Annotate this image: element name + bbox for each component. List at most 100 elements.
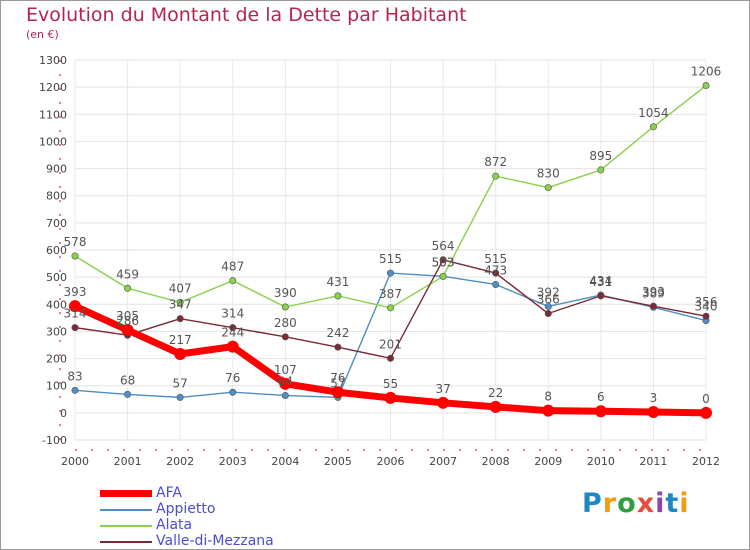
data-label: 515 (484, 252, 507, 266)
data-label: 387 (379, 287, 402, 301)
data-point (71, 386, 79, 394)
data-label: 68 (120, 373, 135, 387)
data-label: 407 (169, 281, 192, 295)
data-point (71, 324, 79, 332)
data-label: 872 (484, 155, 507, 169)
data-label: 515 (379, 252, 402, 266)
data-point (176, 315, 184, 323)
series-lines (69, 82, 712, 419)
legend-swatch (100, 509, 152, 511)
x-tick-label: 2003 (219, 455, 247, 468)
data-label: 431 (589, 275, 612, 289)
data-point (229, 324, 237, 332)
x-tick-label: 2005 (324, 455, 352, 468)
x-tick-label: 2002 (166, 455, 194, 468)
data-point (544, 310, 552, 318)
data-point (176, 298, 184, 306)
y-tick-label: 400 (46, 298, 67, 311)
data-label: 473 (484, 263, 507, 277)
data-label: 564 (432, 239, 455, 253)
data-point (229, 277, 237, 285)
data-label: 389 (642, 286, 665, 300)
y-tick-label: 600 (46, 244, 67, 257)
data-label: 286 (116, 314, 139, 328)
data-label: 895 (589, 149, 612, 163)
data-label: 57 (330, 376, 345, 390)
data-label: 201 (379, 337, 402, 351)
data-label: 503 (432, 255, 455, 269)
data-label: 55 (383, 377, 398, 391)
x-tick-label: 2007 (429, 455, 457, 468)
data-label: 0 (702, 392, 710, 406)
data-label: 280 (274, 316, 297, 330)
chart-title: Evolution du Montant de la Dette par Hab… (26, 4, 467, 26)
chart-unit: (en €) (26, 28, 59, 41)
data-label: 244 (221, 326, 244, 340)
legend-label: Alata (156, 517, 193, 533)
data-point (386, 269, 394, 277)
data-label: 347 (169, 298, 192, 312)
data-label: 8 (544, 390, 552, 404)
data-label: 83 (67, 369, 82, 383)
data-point (226, 340, 239, 353)
data-point (384, 391, 397, 404)
data-point (69, 300, 81, 313)
data-label: 1206 (691, 65, 722, 79)
data-point (597, 292, 605, 300)
data-label: 3 (650, 391, 658, 405)
data-point (281, 333, 289, 341)
x-tick-label: 2010 (587, 455, 615, 468)
data-label: 57 (173, 376, 188, 390)
data-label: 392 (537, 285, 560, 299)
x-tick-label: 2011 (639, 455, 667, 468)
data-label: 503 (432, 255, 455, 269)
data-point (386, 354, 394, 362)
data-point (544, 184, 552, 192)
data-point (597, 166, 605, 174)
y-tick-label: 700 (46, 217, 67, 230)
y-tick-label: 1200 (39, 81, 67, 94)
data-label: 1054 (638, 106, 669, 120)
data-label: 107 (274, 363, 297, 377)
data-point (331, 386, 344, 399)
axes: -100 0 100 200 300 400 500 600 700 800 900 1000 1100… (39, 54, 720, 468)
data-label: 22 (488, 386, 503, 400)
data-point (492, 172, 500, 180)
data-point (439, 256, 447, 264)
y-tick-label: -100 (42, 434, 67, 447)
data-label: 356 (695, 295, 718, 309)
data-point (647, 406, 660, 419)
y-tick-label: 100 (46, 380, 67, 393)
data-point (281, 303, 289, 311)
x-tick-label: 2009 (534, 455, 562, 468)
x-tick-label: 2000 (61, 455, 89, 468)
legend-swatch (100, 490, 152, 497)
x-tick-label: 2001 (114, 455, 142, 468)
data-point (176, 393, 184, 401)
data-label: 434 (589, 274, 612, 288)
data-point (542, 404, 555, 417)
data-point (544, 302, 552, 310)
data-label: 314 (221, 307, 244, 321)
y-tick-label: 0 (60, 407, 67, 420)
data-point (492, 269, 500, 277)
x-tick-label: 2008 (482, 455, 510, 468)
data-label: 6 (597, 390, 605, 404)
data-label: 487 (221, 260, 244, 274)
y-tick-label: 1100 (39, 108, 67, 121)
y-tick-label: 900 (46, 163, 67, 176)
data-label: 459 (116, 267, 139, 281)
proxiti-logo: Proxiti (582, 488, 690, 519)
data-label: 578 (64, 235, 87, 249)
legend-swatch (100, 525, 152, 527)
data-label: 390 (274, 286, 297, 300)
data-point (124, 390, 132, 398)
data-point (702, 82, 710, 90)
data-label: 830 (537, 167, 560, 181)
y-tick-label: 800 (46, 190, 67, 203)
data-label: 431 (326, 275, 349, 289)
x-tick-label: 2004 (271, 455, 299, 468)
legend-label: Valle-di-Mezzana (156, 533, 274, 549)
